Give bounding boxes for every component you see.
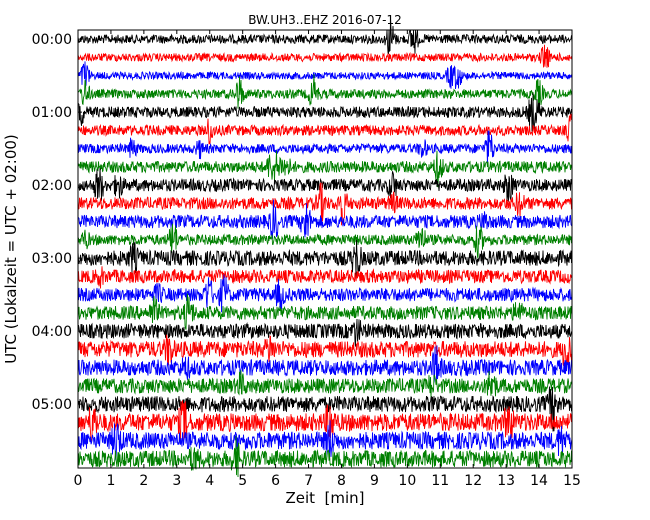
x-tick-label: 7 [304,473,313,489]
trace-line [77,223,573,259]
trace-line [77,150,573,188]
x-tick-label: 1 [106,473,115,489]
trace-line [77,386,573,432]
y-axis: 00:00 01:00 02:00 03:00 04:00 05:00 [32,32,82,413]
trace-line [77,293,573,330]
x-tick-label: 8 [337,473,346,489]
trace-group [77,17,573,478]
y-axis-label: UTC (Lokalzeit = UTC + 02:00) [2,134,20,364]
x-tick-label: 2 [139,473,148,489]
x-tick-label: 11 [431,473,449,489]
x-tick-label: 12 [464,473,482,489]
trace-line [77,334,573,371]
x-tick-label: 3 [172,473,181,489]
y-tick-label: 01:00 [32,105,72,121]
trace-line [77,370,573,398]
trace-line [77,435,573,478]
y-tick-label: 03:00 [32,251,72,267]
trace-line [77,239,573,278]
trace-line [77,61,573,90]
x-tick-label: 5 [238,473,247,489]
x-tick-label: 6 [271,473,280,489]
trace-line [77,167,573,202]
trace-line [77,318,573,347]
x-tick-label: 4 [205,473,214,489]
trace-line [77,420,573,461]
y-tick-label: 00:00 [32,32,72,48]
trace-line [77,92,573,132]
trace-line [77,345,573,383]
plot-frame [77,29,573,469]
x-tick-label: 9 [370,473,379,489]
trace-line [77,400,573,442]
trace-line [77,199,573,239]
y-tick-label: 04:00 [32,324,72,340]
trace-line [77,182,573,226]
trace-line [77,274,573,313]
trace-line [77,17,573,55]
x-tick-label: 15 [563,473,581,489]
x-tick-label: 10 [398,473,416,489]
trace-line [77,44,573,68]
x-axis: 0 1 2 3 4 5 6 7 8 9 10 11 12 13 14 15 [74,30,581,489]
y-tick-label: 05:00 [32,397,72,413]
trace-line [77,266,573,289]
x-tick-label: 13 [497,473,515,489]
chart-title: BW.UH3..EHZ 2016-07-12 [248,13,402,27]
y-tick-label: 02:00 [32,178,72,194]
trace-line [77,73,573,110]
x-axis-label: Zeit [min] [285,489,364,507]
trace-line [77,113,573,145]
x-tick-label: 14 [530,473,548,489]
x-tick-label: 0 [74,473,83,489]
trace-line [77,130,573,167]
